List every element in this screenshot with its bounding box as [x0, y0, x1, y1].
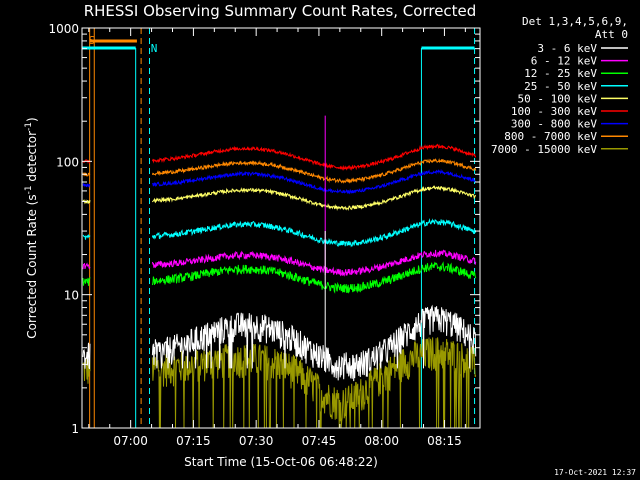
legend-label: 25 - 50 keV	[524, 80, 597, 93]
x-tick-label: 07:45	[302, 434, 337, 448]
y-tick-label: 1000	[48, 22, 79, 36]
y-tick-label: 10	[64, 289, 79, 303]
plot-area: SN	[82, 28, 477, 429]
series-line-0	[82, 304, 477, 382]
series-line-6	[82, 168, 477, 195]
x-axis: 07:00 07:15 07:30 07:45 08:00 08:15	[88, 28, 466, 448]
series-line-2	[82, 261, 477, 294]
y-axis: 1 10 100 1000	[48, 22, 480, 436]
x-tick-label: 07:15	[176, 434, 211, 448]
legend-label: 50 - 100 keV	[518, 92, 598, 105]
series-line-3	[82, 218, 477, 248]
series-line-4	[82, 185, 477, 211]
legend-label: 300 - 800 keV	[511, 118, 597, 131]
legend-label: 800 - 7000 keV	[504, 130, 597, 143]
legend-header-line2: Att 0	[595, 28, 628, 41]
legend-label: 100 - 300 keV	[511, 105, 597, 118]
x-axis-label: Start Time (15-Oct-06 06:48:22)	[184, 455, 378, 469]
flag-label-s: S	[89, 34, 96, 47]
y-tick-label: 1	[71, 422, 79, 436]
y-axis-label: Corrected Count Rate (s-1 detector-1)	[24, 117, 39, 338]
legend-label: 12 - 25 keV	[524, 67, 597, 80]
legend-header-line1: Det 1,3,4,5,6,9,	[522, 15, 628, 28]
legend-label: 6 - 12 keV	[531, 55, 598, 68]
x-tick-label: 08:00	[364, 434, 399, 448]
chart-title: RHESSI Observing Summary Count Rates, Co…	[84, 2, 477, 20]
series-line-8	[82, 337, 477, 429]
series-line-1	[82, 249, 477, 277]
y-tick-label: 100	[56, 155, 79, 169]
timestamp: 17-Oct-2021 12:37	[554, 468, 636, 477]
flag-label-n: N	[151, 42, 158, 55]
x-tick-label: 08:15	[427, 434, 462, 448]
x-tick-label: 07:30	[239, 434, 274, 448]
legend-label: 3 - 6 keV	[537, 42, 597, 55]
plot-frame	[81, 27, 481, 429]
legend-label: 7000 - 15000 keV	[491, 143, 597, 156]
x-tick-label: 07:00	[113, 434, 148, 448]
